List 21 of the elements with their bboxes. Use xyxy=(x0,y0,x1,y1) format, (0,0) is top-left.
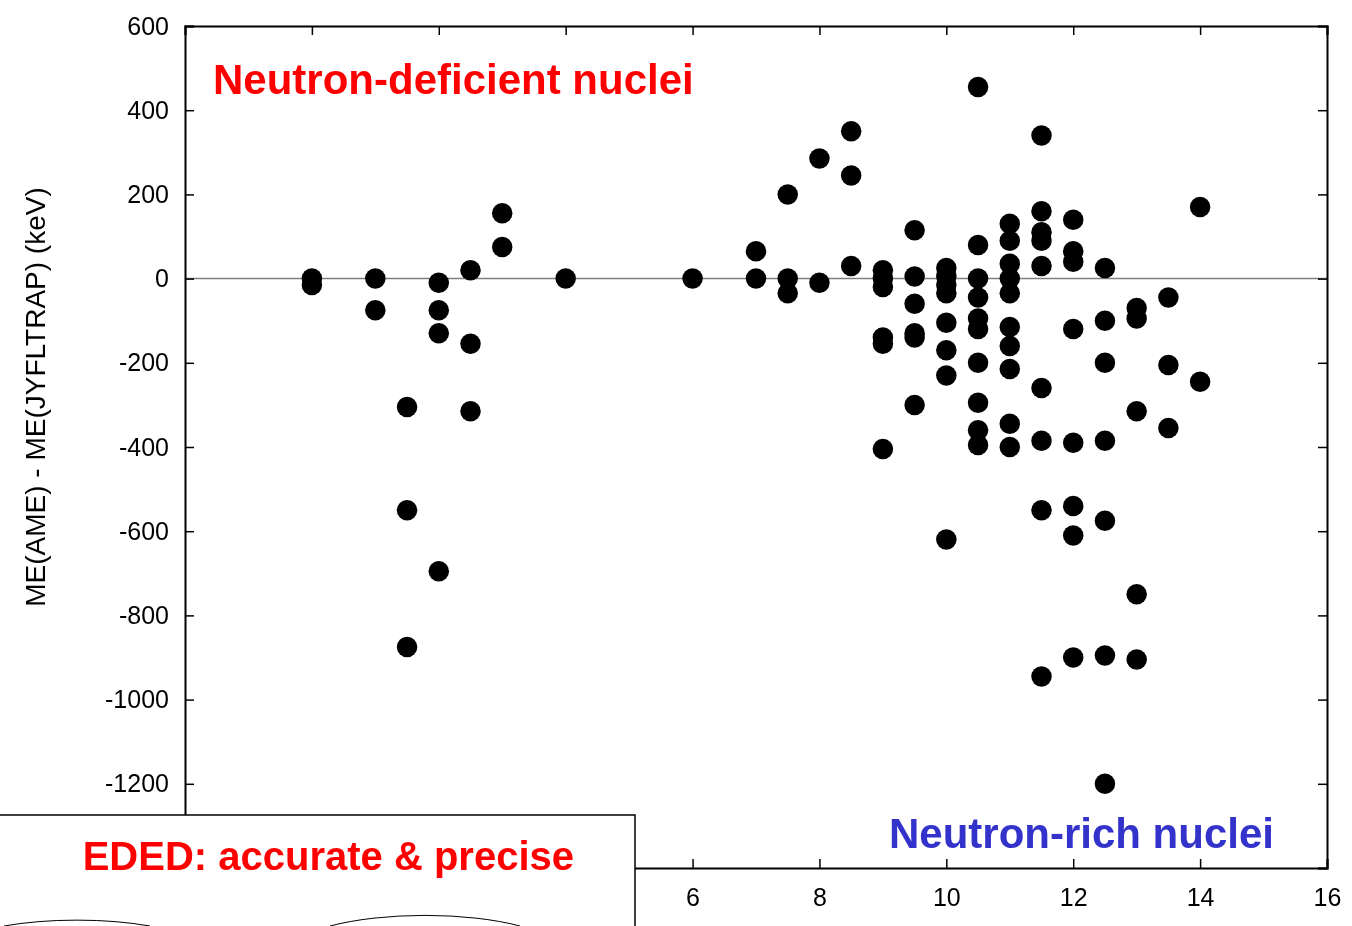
y-tick-label: -1200 xyxy=(105,769,169,798)
y-axis-title: ME(AME) - ME(JYFLTRAP) (keV) xyxy=(20,187,51,607)
annotation: Neutron-rich nuclei xyxy=(888,810,1274,857)
y-tick-label: -400 xyxy=(118,432,169,461)
annotation: Neutron-deficient nuclei xyxy=(213,56,694,103)
y-tick-label: 0 xyxy=(155,264,169,293)
y-tick-label: 400 xyxy=(127,95,169,124)
y-tick-label: -200 xyxy=(118,348,169,377)
x-tick-label: 14 xyxy=(1186,882,1215,911)
x-tick-label: 12 xyxy=(1059,882,1088,911)
y-tick-label: -800 xyxy=(118,600,169,629)
x-tick-label: 10 xyxy=(932,882,961,911)
x-tick-label: 16 xyxy=(1313,882,1342,911)
y-tick-label: 200 xyxy=(127,179,169,208)
y-tick-label: 600 xyxy=(127,11,169,40)
y-tick-label: -600 xyxy=(118,516,169,545)
y-tick-label: -1000 xyxy=(105,685,169,714)
text-panel: EDED: accurate & precise xyxy=(0,814,636,926)
x-tick-label: 6 xyxy=(686,882,701,911)
annotation: EDED: accurate & precise xyxy=(82,834,574,878)
x-tick-label: 8 xyxy=(812,882,827,911)
